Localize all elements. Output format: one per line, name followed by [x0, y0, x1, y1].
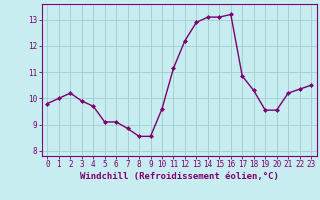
X-axis label: Windchill (Refroidissement éolien,°C): Windchill (Refroidissement éolien,°C) [80, 172, 279, 181]
